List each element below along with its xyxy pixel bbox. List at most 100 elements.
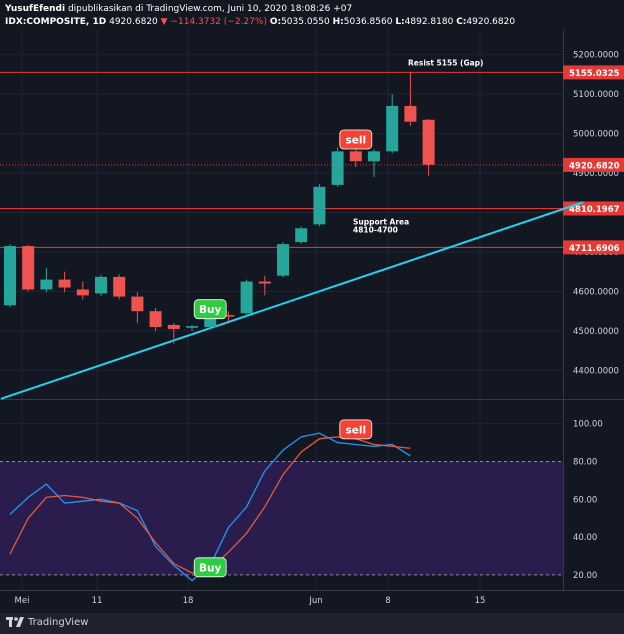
badge-text: sell xyxy=(346,135,367,147)
publish-date: dipublikasikan di TradingView.com, Juni … xyxy=(67,4,353,14)
overbought-oversold-band xyxy=(0,461,563,575)
candle-body xyxy=(295,228,308,243)
candle-body xyxy=(95,276,107,294)
candle-4 xyxy=(76,281,89,300)
badge-box xyxy=(193,299,227,320)
level-tag-0 xyxy=(563,65,624,80)
stoch-tick-label: 100.00 xyxy=(573,420,603,430)
candle-body xyxy=(4,246,16,306)
badge-box xyxy=(339,129,373,150)
buy-signal-price: Buy xyxy=(193,299,227,320)
time-tick-label: 11 xyxy=(92,596,103,606)
price-tick-label: 4400.0000 xyxy=(573,366,619,376)
candle-1 xyxy=(22,244,35,292)
badge-text: Buy xyxy=(199,562,221,574)
candle-body xyxy=(167,324,180,329)
candle-23 xyxy=(422,118,435,176)
level-tag-text: 5155.0325 xyxy=(569,69,620,79)
level-tag-3 xyxy=(563,240,624,255)
price-tick-label: 5100.0000 xyxy=(573,90,619,100)
candle-body xyxy=(331,151,344,185)
price-tick-label: 4500.0000 xyxy=(573,327,619,337)
candle-5 xyxy=(95,274,107,297)
stoch-tick-label: 20.00 xyxy=(573,571,597,581)
candle-body xyxy=(240,281,253,314)
candle-8 xyxy=(149,308,162,331)
candle-body xyxy=(386,105,399,152)
sell-signal-stoch: sell xyxy=(339,419,373,440)
symbol-label[interactable]: IDX:COMPOSITE, 1D xyxy=(5,17,107,27)
badge-text: sell xyxy=(346,424,367,436)
candle-body xyxy=(277,244,289,276)
ohlc-high: H:5036.8560 xyxy=(332,17,393,27)
candles xyxy=(4,72,435,344)
publisher-name[interactable]: YusufEfendi xyxy=(5,4,66,14)
candle-7 xyxy=(131,292,144,324)
price-change: ▼ −114.3732 (−2.27%) xyxy=(160,17,267,27)
candle-body xyxy=(131,296,144,312)
candle-body xyxy=(313,186,326,225)
tradingview-brand[interactable]: TradingView xyxy=(6,616,88,628)
time-axis: Mei 11 18 Jun 8 15 xyxy=(15,596,486,606)
candle-14 xyxy=(258,275,271,296)
ohlc-legend: IDX:COMPOSITE, 1D 4920.6820 ▼ −114.3732 … xyxy=(5,17,515,27)
time-tick-label: 15 xyxy=(475,596,486,606)
price-tick-label: 5000.0000 xyxy=(573,130,619,140)
time-tick-label: Jun xyxy=(308,596,322,606)
ohlc-open: O:5035.0550 xyxy=(269,17,330,27)
candle-12 xyxy=(222,311,235,322)
level-lines: 5155.0325 4920.6820 4810.1967 4711.6906 Resi… xyxy=(0,58,624,255)
candle-18 xyxy=(331,147,344,187)
time-tick-label: 8 xyxy=(385,596,390,606)
badge-box xyxy=(193,557,227,578)
candle-9 xyxy=(167,323,180,344)
support-note-range: 4810-4700 xyxy=(353,225,398,234)
candle-2 xyxy=(40,267,53,293)
price-tick-label: 4900.0000 xyxy=(573,169,619,179)
stoch-axis: 100.00 80.00 60.00 40.00 20.00 xyxy=(573,420,603,581)
support-note: Support Area xyxy=(353,217,409,226)
buy-signal-stoch: Buy xyxy=(193,557,227,578)
stoch-tick-label: 60.00 xyxy=(573,495,597,505)
candle-body xyxy=(113,276,126,297)
candle-body xyxy=(204,315,217,327)
candle-body xyxy=(40,279,53,290)
time-tick-label: 18 xyxy=(183,596,194,606)
price-tick-label: 4600.0000 xyxy=(573,287,619,297)
candle-body xyxy=(422,119,435,165)
candle-body xyxy=(58,279,71,288)
time-tick-label: Mei xyxy=(15,596,30,606)
candle-21 xyxy=(386,94,399,154)
price-tick-label: 5200.0000 xyxy=(573,51,619,61)
level-tag-text: 4920.6820 xyxy=(569,161,620,171)
candle-body xyxy=(349,151,362,162)
footer-bar: TradingView xyxy=(0,613,624,634)
candle-10 xyxy=(186,324,198,331)
ohlc-low: L:4892.8180 xyxy=(395,17,454,27)
candle-body xyxy=(186,326,198,328)
trendline xyxy=(0,201,584,400)
candle-13 xyxy=(240,279,253,316)
ohlc-close: C:4920.6820 xyxy=(456,17,516,27)
candle-17 xyxy=(313,184,326,227)
candle-body xyxy=(22,246,35,290)
resist-note: Resist 5155 (Gap) xyxy=(408,58,483,67)
candle-body xyxy=(368,151,380,162)
publish-info: YusufEfendi dipublikasikan di TradingVie… xyxy=(5,4,352,14)
candle-0 xyxy=(4,244,16,308)
candle-22 xyxy=(404,72,417,126)
candle-16 xyxy=(295,226,308,245)
candle-6 xyxy=(113,274,126,300)
candle-body xyxy=(222,315,235,317)
stoch-tick-label: 40.00 xyxy=(573,533,597,543)
level-tag-text: 4711.6906 xyxy=(569,244,620,254)
candle-3 xyxy=(58,271,71,293)
tradingview-logo-icon xyxy=(6,617,24,627)
badge-text: Buy xyxy=(199,304,221,316)
candle-body xyxy=(258,281,271,284)
brand-name: TradingView xyxy=(28,616,89,628)
last-price: 4920.6820 xyxy=(109,17,158,27)
badge-box xyxy=(339,419,373,440)
price-and-stochastic-chart[interactable]: 5200.00005100.00005000.00004900.00004800… xyxy=(0,0,624,613)
